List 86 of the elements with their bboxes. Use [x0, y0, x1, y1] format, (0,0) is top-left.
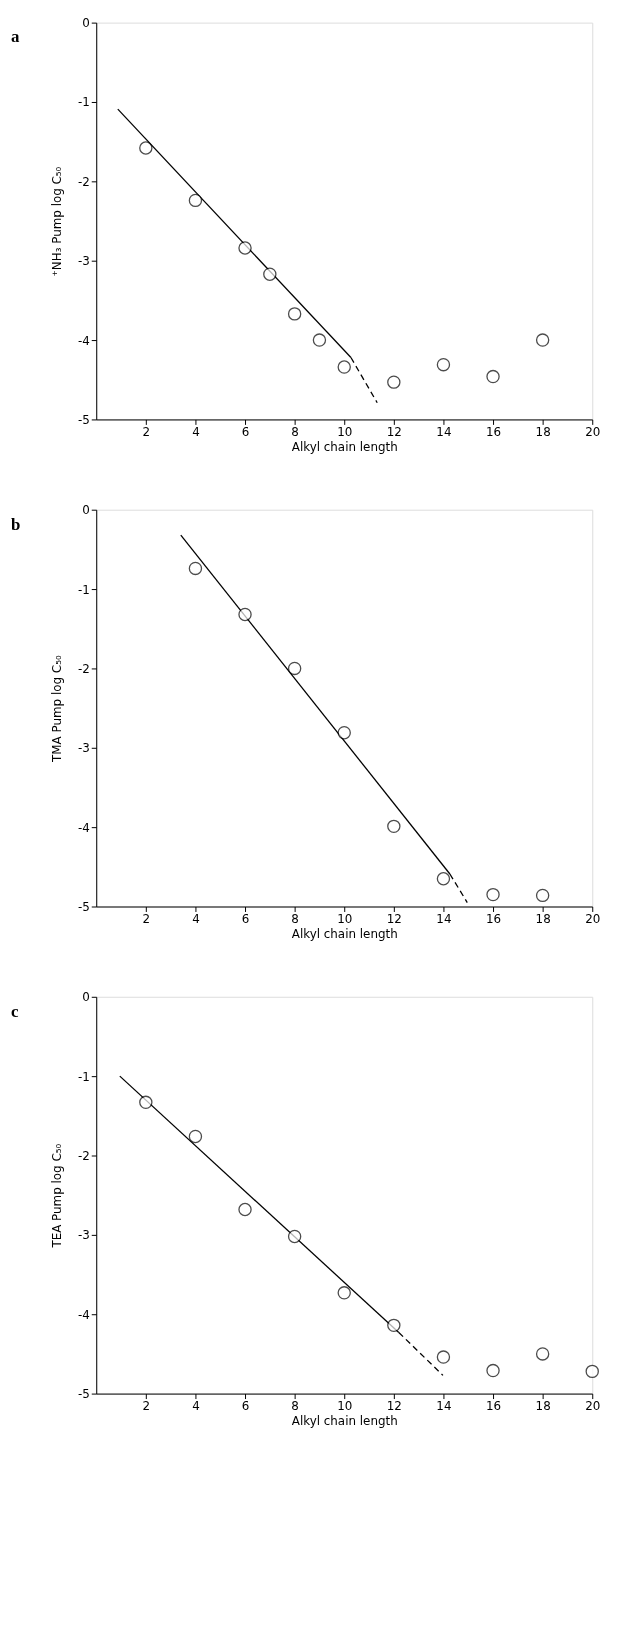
- chart-title: a: [10, 27, 20, 47]
- point: [486, 369, 500, 384]
- x-tick-label: 8: [291, 424, 299, 439]
- y-tick-label: 0: [82, 503, 90, 518]
- x-tick-label: 12: [386, 1398, 402, 1413]
- x-tick-label: 10: [337, 911, 353, 926]
- x-tick-label: 16: [485, 424, 502, 439]
- point: [387, 1318, 401, 1333]
- x-tick-label: 16: [485, 1398, 502, 1413]
- point: [263, 267, 277, 281]
- x-tick-label: 14: [436, 1398, 452, 1413]
- y-axis-title: ⁺NH₃ Pump log C₅₀: [50, 166, 65, 277]
- point: [486, 1363, 500, 1378]
- x-tick-label: 18: [535, 911, 551, 926]
- point: [238, 241, 252, 255]
- y-tick-label: -4: [77, 1307, 90, 1322]
- x-tick-label: 16: [485, 911, 502, 926]
- point: [188, 1129, 203, 1144]
- y-tick-label: -5: [77, 899, 90, 914]
- point: [337, 726, 351, 740]
- y-tick-label: 0: [82, 990, 90, 1005]
- x-tick-label: 20: [585, 911, 601, 926]
- y-tick-label: -5: [77, 1387, 90, 1402]
- x-tick-label: 4: [192, 1398, 200, 1413]
- x-tick-label: 10: [337, 424, 353, 439]
- point: [436, 1350, 451, 1364]
- y-tick-label: -4: [77, 333, 90, 348]
- y-tick-label: -2: [77, 661, 90, 676]
- point: [535, 1347, 550, 1361]
- x-axis-title: Alkyl chain length: [291, 926, 398, 941]
- point: [139, 141, 153, 155]
- y-tick-label: -1: [77, 1069, 90, 1084]
- point: [287, 1229, 302, 1244]
- y-tick-label: -2: [77, 174, 90, 189]
- x-tick-label: 4: [192, 911, 200, 926]
- point: [436, 357, 451, 372]
- y-tick-label: -3: [77, 1228, 90, 1243]
- x-axis-title: Alkyl chain length: [291, 439, 398, 454]
- point: [535, 888, 550, 903]
- y-tick-label: -3: [77, 741, 90, 756]
- x-tick-label: 6: [241, 1398, 250, 1413]
- point: [287, 307, 302, 321]
- x-tick-label: 6: [241, 911, 250, 926]
- point: [312, 333, 327, 347]
- x-tick-label: 14: [436, 911, 452, 926]
- point: [238, 607, 252, 622]
- point: [188, 561, 203, 576]
- point: [287, 661, 302, 676]
- chart-title: b: [10, 514, 21, 534]
- point: [337, 360, 351, 374]
- point: [139, 1095, 153, 1110]
- x-tick-label: 4: [192, 424, 200, 439]
- y-tick-label: -4: [77, 820, 90, 835]
- y-tick-label: -5: [77, 412, 90, 427]
- y-axis-title: TEA Pump log C₅₀: [50, 1143, 65, 1249]
- x-tick-label: 12: [386, 424, 402, 439]
- x-tick-label: 10: [337, 1398, 353, 1413]
- y-tick-label: -1: [77, 95, 90, 110]
- point: [188, 193, 203, 208]
- x-tick-label: 8: [291, 911, 299, 926]
- point: [337, 1286, 351, 1300]
- x-tick-label: 18: [535, 424, 551, 439]
- y-tick-label: 0: [82, 16, 90, 31]
- x-tick-label: 20: [585, 1398, 601, 1413]
- point: [436, 872, 451, 886]
- point: [585, 1364, 599, 1379]
- point: [486, 887, 500, 902]
- x-axis-title: Alkyl chain length: [291, 1413, 398, 1428]
- chart-title: c: [10, 1001, 19, 1021]
- x-tick-label: 12: [386, 911, 402, 926]
- x-tick-label: 8: [291, 1398, 299, 1413]
- point: [535, 333, 550, 347]
- point: [387, 819, 401, 834]
- x-tick-label: 18: [535, 1398, 551, 1413]
- x-tick-label: 2: [142, 424, 151, 439]
- point: [387, 375, 401, 389]
- y-axis-title: TMA Pump log C₅₀: [50, 655, 65, 763]
- point: [238, 1202, 252, 1217]
- y-tick-label: -1: [77, 582, 90, 597]
- x-tick-label: 2: [142, 1398, 151, 1413]
- x-tick-label: 14: [436, 424, 452, 439]
- x-tick-label: 6: [241, 424, 250, 439]
- x-tick-label: 2: [142, 911, 151, 926]
- y-tick-label: -3: [77, 254, 90, 269]
- x-tick-label: 20: [585, 424, 601, 439]
- y-tick-label: -2: [77, 1148, 90, 1163]
